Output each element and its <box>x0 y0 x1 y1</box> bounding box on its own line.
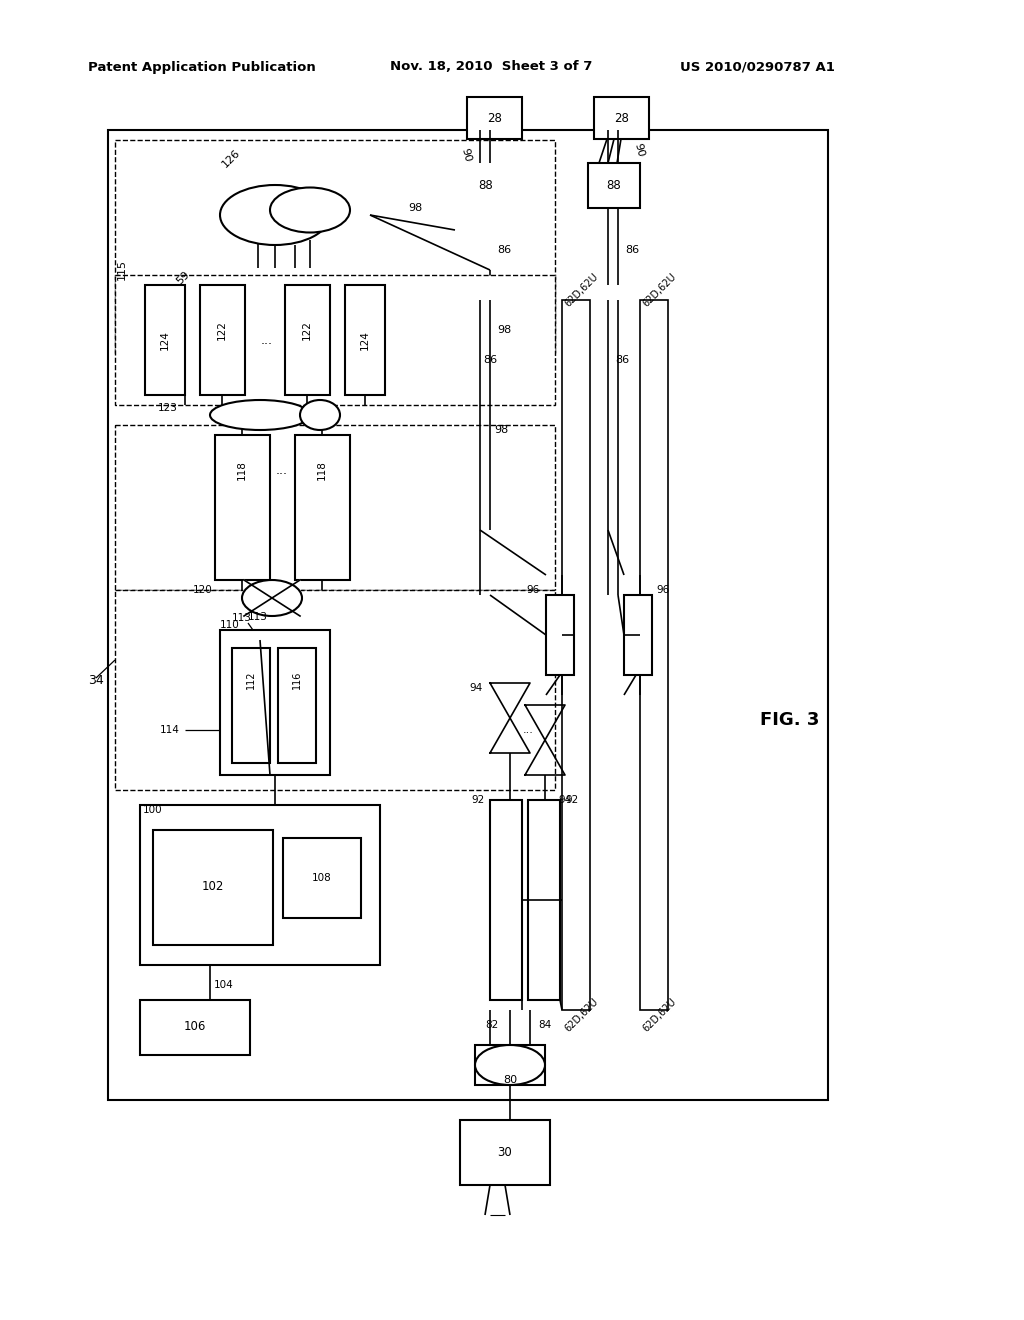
Text: 80: 80 <box>503 1074 517 1085</box>
Bar <box>285 285 330 395</box>
Text: 118: 118 <box>317 461 327 480</box>
Text: 122: 122 <box>217 319 227 341</box>
Text: 92: 92 <box>565 795 579 805</box>
Bar <box>624 595 652 675</box>
Text: 123: 123 <box>158 403 178 413</box>
Text: 90: 90 <box>632 141 645 158</box>
Bar <box>108 129 828 1100</box>
Text: 108: 108 <box>312 873 332 883</box>
Text: 86: 86 <box>497 246 511 255</box>
Text: 110: 110 <box>220 620 240 630</box>
Text: 92: 92 <box>472 795 485 805</box>
Ellipse shape <box>220 185 330 246</box>
Text: 96: 96 <box>656 585 670 595</box>
Bar <box>475 1045 545 1085</box>
Ellipse shape <box>210 400 310 430</box>
Text: 94: 94 <box>470 682 483 693</box>
Bar <box>640 300 668 1010</box>
Bar <box>115 275 555 405</box>
Text: ...: ... <box>261 334 273 346</box>
Bar <box>153 830 273 945</box>
Bar <box>140 1001 250 1055</box>
Ellipse shape <box>475 1045 545 1085</box>
Text: 120: 120 <box>193 585 213 595</box>
Bar <box>460 1119 550 1185</box>
Text: 102: 102 <box>202 880 224 894</box>
Bar <box>460 162 512 209</box>
Text: 84: 84 <box>538 1020 551 1030</box>
Bar <box>283 838 361 917</box>
Text: 62D,62U: 62D,62U <box>563 272 600 309</box>
Text: 100: 100 <box>143 805 163 814</box>
Bar <box>115 425 555 590</box>
Text: 98: 98 <box>497 325 511 335</box>
Bar <box>220 630 330 775</box>
Text: 116: 116 <box>292 671 302 689</box>
Bar <box>200 285 245 395</box>
Bar <box>115 590 555 789</box>
Text: 62D,62U: 62D,62U <box>563 997 600 1034</box>
Text: 88: 88 <box>478 180 494 191</box>
Text: 34: 34 <box>88 673 103 686</box>
Text: FIG. 3: FIG. 3 <box>760 711 819 729</box>
Text: 124: 124 <box>360 330 370 350</box>
Polygon shape <box>244 579 272 616</box>
Text: 126: 126 <box>220 147 242 169</box>
Text: 62D,62U: 62D,62U <box>641 272 678 309</box>
Text: 122: 122 <box>302 319 312 341</box>
Text: 62D,62U: 62D,62U <box>641 997 678 1034</box>
Bar <box>215 436 270 579</box>
Text: 82: 82 <box>484 1020 498 1030</box>
Text: ...: ... <box>276 463 288 477</box>
Text: Patent Application Publication: Patent Application Publication <box>88 61 315 74</box>
Text: US 2010/0290787 A1: US 2010/0290787 A1 <box>680 61 835 74</box>
Text: 90: 90 <box>459 147 472 164</box>
Bar <box>115 140 555 355</box>
Text: 96: 96 <box>526 585 540 595</box>
Text: 124: 124 <box>160 330 170 350</box>
Text: 86: 86 <box>615 355 629 366</box>
Text: ...: ... <box>522 725 534 735</box>
Bar <box>295 436 350 579</box>
Text: 112: 112 <box>246 671 256 689</box>
Bar <box>490 800 522 1001</box>
Text: 59: 59 <box>175 269 193 286</box>
Ellipse shape <box>300 400 340 430</box>
Text: 104: 104 <box>214 979 233 990</box>
Text: 28: 28 <box>487 111 502 124</box>
Text: 114: 114 <box>160 725 180 735</box>
Bar <box>232 648 270 763</box>
Text: Nov. 18, 2010  Sheet 3 of 7: Nov. 18, 2010 Sheet 3 of 7 <box>390 61 592 74</box>
Ellipse shape <box>270 187 350 232</box>
Bar <box>594 96 649 139</box>
Text: 98: 98 <box>494 425 508 436</box>
Text: 98: 98 <box>408 203 422 213</box>
Polygon shape <box>272 579 300 616</box>
Text: 86: 86 <box>483 355 497 366</box>
Bar <box>145 285 185 395</box>
Text: 88: 88 <box>606 180 622 191</box>
Text: 30: 30 <box>498 1146 512 1159</box>
Text: 94: 94 <box>558 795 571 805</box>
Bar <box>278 648 316 763</box>
Bar <box>562 300 590 1010</box>
Bar <box>467 96 522 139</box>
Text: 86: 86 <box>625 246 639 255</box>
Text: 28: 28 <box>614 111 629 124</box>
Text: 115: 115 <box>117 260 127 281</box>
Bar <box>546 595 574 675</box>
Text: 113: 113 <box>232 612 252 623</box>
Text: 118: 118 <box>237 461 247 480</box>
Bar <box>528 800 560 1001</box>
Ellipse shape <box>242 579 302 616</box>
Text: 106: 106 <box>184 1020 206 1034</box>
Text: 113: 113 <box>248 612 268 622</box>
Bar <box>140 805 380 965</box>
Bar <box>345 285 385 395</box>
Bar <box>588 162 640 209</box>
